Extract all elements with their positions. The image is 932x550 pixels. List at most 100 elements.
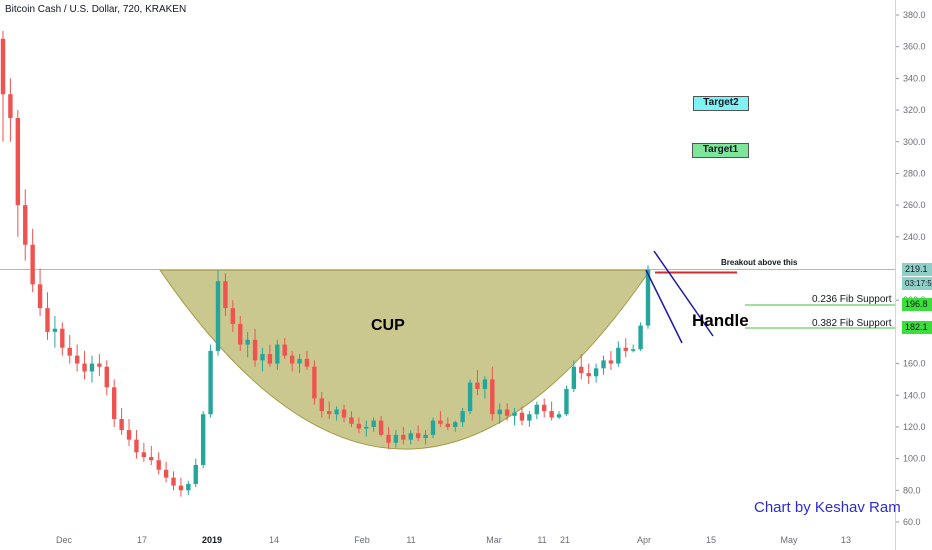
candle-body	[82, 363, 87, 372]
chart-title: Bitcoin Cash / U.S. Dollar, 720, KRAKEN	[5, 4, 187, 15]
fib-0382-label: 0.382 Fib Support	[812, 318, 892, 329]
candle-body	[23, 205, 28, 245]
target2-label: Target2	[703, 97, 739, 108]
x-tick-label: May	[780, 535, 798, 545]
candle-body	[304, 358, 310, 367]
candle-body	[645, 270, 651, 326]
x-tick-label: 11	[406, 535, 415, 545]
breakout-label: Breakout above this	[721, 258, 798, 267]
candle-body	[52, 328, 58, 332]
target2-box[interactable]: Target2	[693, 96, 749, 111]
candle-body	[156, 460, 161, 470]
last-price-tag[interactable]: 219.1	[902, 263, 932, 276]
x-tick-label: Dec	[56, 535, 73, 545]
cup-shape	[159, 269, 651, 450]
candle-body	[504, 409, 510, 416]
y-tick-label: 300.0	[903, 137, 926, 147]
x-tick-label: 15	[706, 535, 716, 545]
candle-body	[163, 469, 169, 478]
candle-body	[467, 382, 473, 412]
candle-body	[638, 325, 643, 350]
y-tick-label: 260.0	[903, 200, 926, 210]
candle-body	[571, 366, 577, 389]
candle-body	[623, 347, 628, 351]
candle-body	[230, 308, 236, 324]
candle-body	[60, 328, 65, 348]
y-tick-label: 340.0	[903, 73, 926, 83]
candle-body	[282, 344, 287, 356]
y-tick-label: 100.0	[903, 454, 926, 464]
y-tick-label: 160.0	[903, 359, 926, 369]
candle-body	[275, 344, 280, 364]
candle-body	[364, 426, 369, 429]
candle-body	[438, 420, 443, 424]
candle-body	[593, 368, 599, 377]
candle-body	[378, 420, 384, 435]
candle-body	[490, 379, 495, 415]
candle-body	[215, 281, 221, 351]
candle-body	[327, 411, 332, 415]
countdown-tag: 03:17:55	[902, 277, 932, 290]
cup-label: CUP	[371, 317, 405, 334]
candle-body	[238, 323, 243, 345]
candle-body	[8, 94, 13, 118]
candle-body	[356, 423, 362, 429]
candle-body	[401, 434, 406, 440]
y-tick-label: 140.0	[903, 390, 926, 400]
handle-label: Handle	[692, 311, 749, 330]
y-tick-label: 80.0	[903, 485, 921, 495]
candle-body	[453, 422, 458, 427]
candle-body	[297, 358, 302, 364]
candle-body	[475, 382, 480, 389]
candle-body	[608, 360, 614, 364]
candle-body	[334, 409, 339, 415]
candle-body	[289, 355, 295, 364]
candle-body	[260, 354, 265, 361]
candle-body	[497, 409, 502, 415]
candle-body	[386, 434, 391, 443]
target1-box[interactable]: Target1	[692, 143, 749, 158]
candle-body	[579, 366, 584, 374]
candle-body	[0, 38, 6, 95]
fib-0382-price-tag: 182.1	[902, 321, 932, 334]
fib-0236-label: 0.236 Fib Support	[812, 294, 892, 305]
candles	[0, 30, 651, 497]
target1-label: Target1	[702, 144, 739, 155]
x-tick-label: 11	[537, 535, 546, 545]
x-tick-label: Mar	[486, 535, 502, 545]
candle-body	[112, 387, 117, 420]
candle-body	[519, 412, 525, 421]
y-tick-label: 360.0	[903, 42, 926, 52]
candle-body	[267, 354, 273, 364]
handle-channel-upper	[653, 250, 714, 337]
chart-credit: Chart by Keshav Ram	[754, 499, 901, 516]
candle-body	[15, 117, 21, 206]
candle-body	[349, 417, 354, 424]
y-tick-label: 320.0	[903, 105, 926, 115]
x-tick-label: Feb	[354, 535, 370, 545]
candle-body	[171, 477, 176, 486]
candle-body	[341, 409, 347, 418]
candle-body	[134, 439, 139, 453]
x-tick-label: 21	[560, 535, 570, 545]
candle-body	[319, 398, 324, 412]
candle-body	[415, 433, 421, 439]
candle-body	[630, 349, 636, 351]
x-tick-label: 14	[269, 535, 279, 545]
candle-body	[556, 414, 562, 418]
candle-body	[549, 411, 554, 418]
candle-body	[126, 430, 132, 440]
candle-body	[178, 485, 184, 491]
time-axis[interactable]: Dec 17 2019 14 Feb 11 Mar 11 21 Apr 15 May 13	[56, 535, 851, 545]
candle-body	[208, 350, 213, 415]
candle-body	[601, 360, 606, 369]
candle-body	[423, 434, 428, 439]
y-tick-label: 60.0	[903, 517, 921, 527]
candle-body	[527, 414, 532, 421]
candle-body	[104, 366, 109, 388]
candle-body	[97, 363, 102, 367]
candle-body	[89, 363, 95, 372]
y-tick-label: 280.0	[903, 168, 926, 178]
candle-body	[586, 373, 591, 377]
